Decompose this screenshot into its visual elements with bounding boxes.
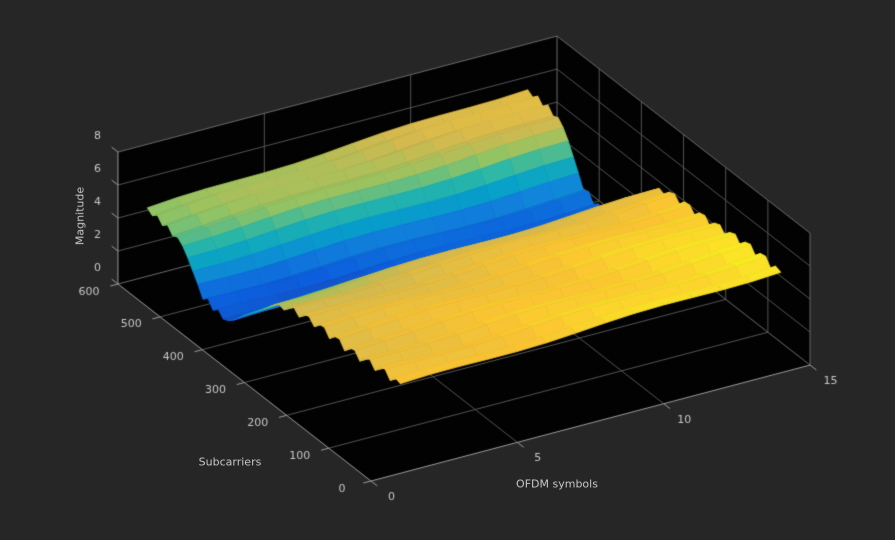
figure-3d-surface: OFDM symbols Subcarriers Magnitude: [0, 0, 895, 540]
surface-canvas[interactable]: [0, 0, 895, 540]
